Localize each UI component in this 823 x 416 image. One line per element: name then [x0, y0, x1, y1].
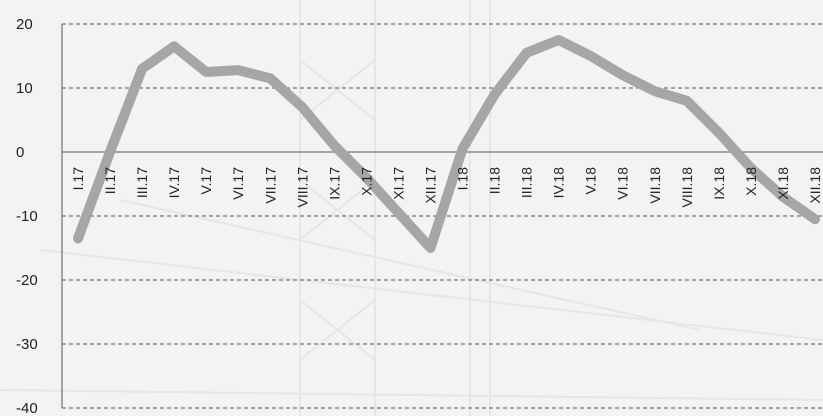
data-point	[140, 67, 144, 71]
x-tick-label: IV.18	[551, 167, 567, 199]
x-tick-label: V.17	[198, 167, 214, 195]
data-point	[428, 246, 432, 250]
y-tick-label: -40	[16, 400, 38, 416]
x-tick-label: II.17	[102, 167, 118, 194]
y-tick-label: 10	[16, 80, 33, 97]
data-point	[268, 76, 272, 80]
x-tick-label: X.18	[743, 167, 759, 196]
x-tick-label: VI.18	[615, 167, 631, 200]
x-tick-label: I.18	[455, 167, 471, 191]
data-point	[621, 73, 625, 77]
y-tick-label: -10	[16, 208, 38, 225]
data-point	[493, 92, 497, 96]
data-point	[364, 176, 368, 180]
x-tick-label: III.17	[134, 167, 150, 198]
y-tick-label: -30	[16, 336, 38, 353]
data-point	[76, 236, 80, 240]
x-tick-label: IX.18	[711, 167, 727, 200]
data-point	[749, 166, 753, 170]
x-tick-label: VIII.18	[679, 167, 695, 208]
series	[73, 35, 820, 253]
data-point	[717, 131, 721, 135]
data-point	[653, 89, 657, 93]
data-point	[685, 99, 689, 103]
data-point	[461, 147, 465, 151]
data-point	[204, 70, 208, 74]
data-point	[396, 211, 400, 215]
axes	[61, 24, 823, 408]
y-tick-label: 20	[16, 16, 33, 33]
data-point	[525, 51, 529, 55]
x-tick-label: VI.17	[230, 167, 246, 200]
data-point	[813, 217, 817, 221]
x-tick-label: X.17	[358, 167, 374, 196]
data-point	[236, 68, 240, 72]
x-tick-label: I.17	[70, 167, 86, 191]
series-line	[73, 35, 820, 253]
x-tick-label: V.18	[583, 167, 599, 195]
x-tick-label: IV.17	[166, 167, 182, 199]
x-tick-label: XII.18	[807, 167, 823, 204]
data-point	[172, 44, 176, 48]
y-tick-label: -20	[16, 272, 38, 289]
data-point	[300, 105, 304, 109]
x-tick-label: XI.18	[775, 167, 791, 200]
x-tick-label: XII.17	[422, 167, 438, 204]
x-tick-label: III.18	[519, 167, 535, 198]
data-point	[557, 38, 561, 42]
x-tick-label: IX.17	[326, 167, 342, 200]
data-point	[781, 195, 785, 199]
data-point	[108, 150, 112, 154]
data-point	[589, 54, 593, 58]
x-tick-label: VIII.17	[294, 167, 310, 208]
x-tick-label: XI.17	[390, 167, 406, 200]
y-tick-labels: 20 10 0 -10 -20 -30 -40	[16, 16, 38, 416]
x-tick-label: II.18	[487, 167, 503, 194]
y-tick-label: 0	[16, 144, 24, 161]
x-tick-label: VII.17	[262, 167, 278, 204]
data-point	[332, 144, 336, 148]
x-tick-label: VII.18	[647, 167, 663, 204]
x-tick-labels: I.17 II.17 III.17 IV.17 V.17 VI.17 VII.17 VIII.…	[70, 167, 823, 208]
